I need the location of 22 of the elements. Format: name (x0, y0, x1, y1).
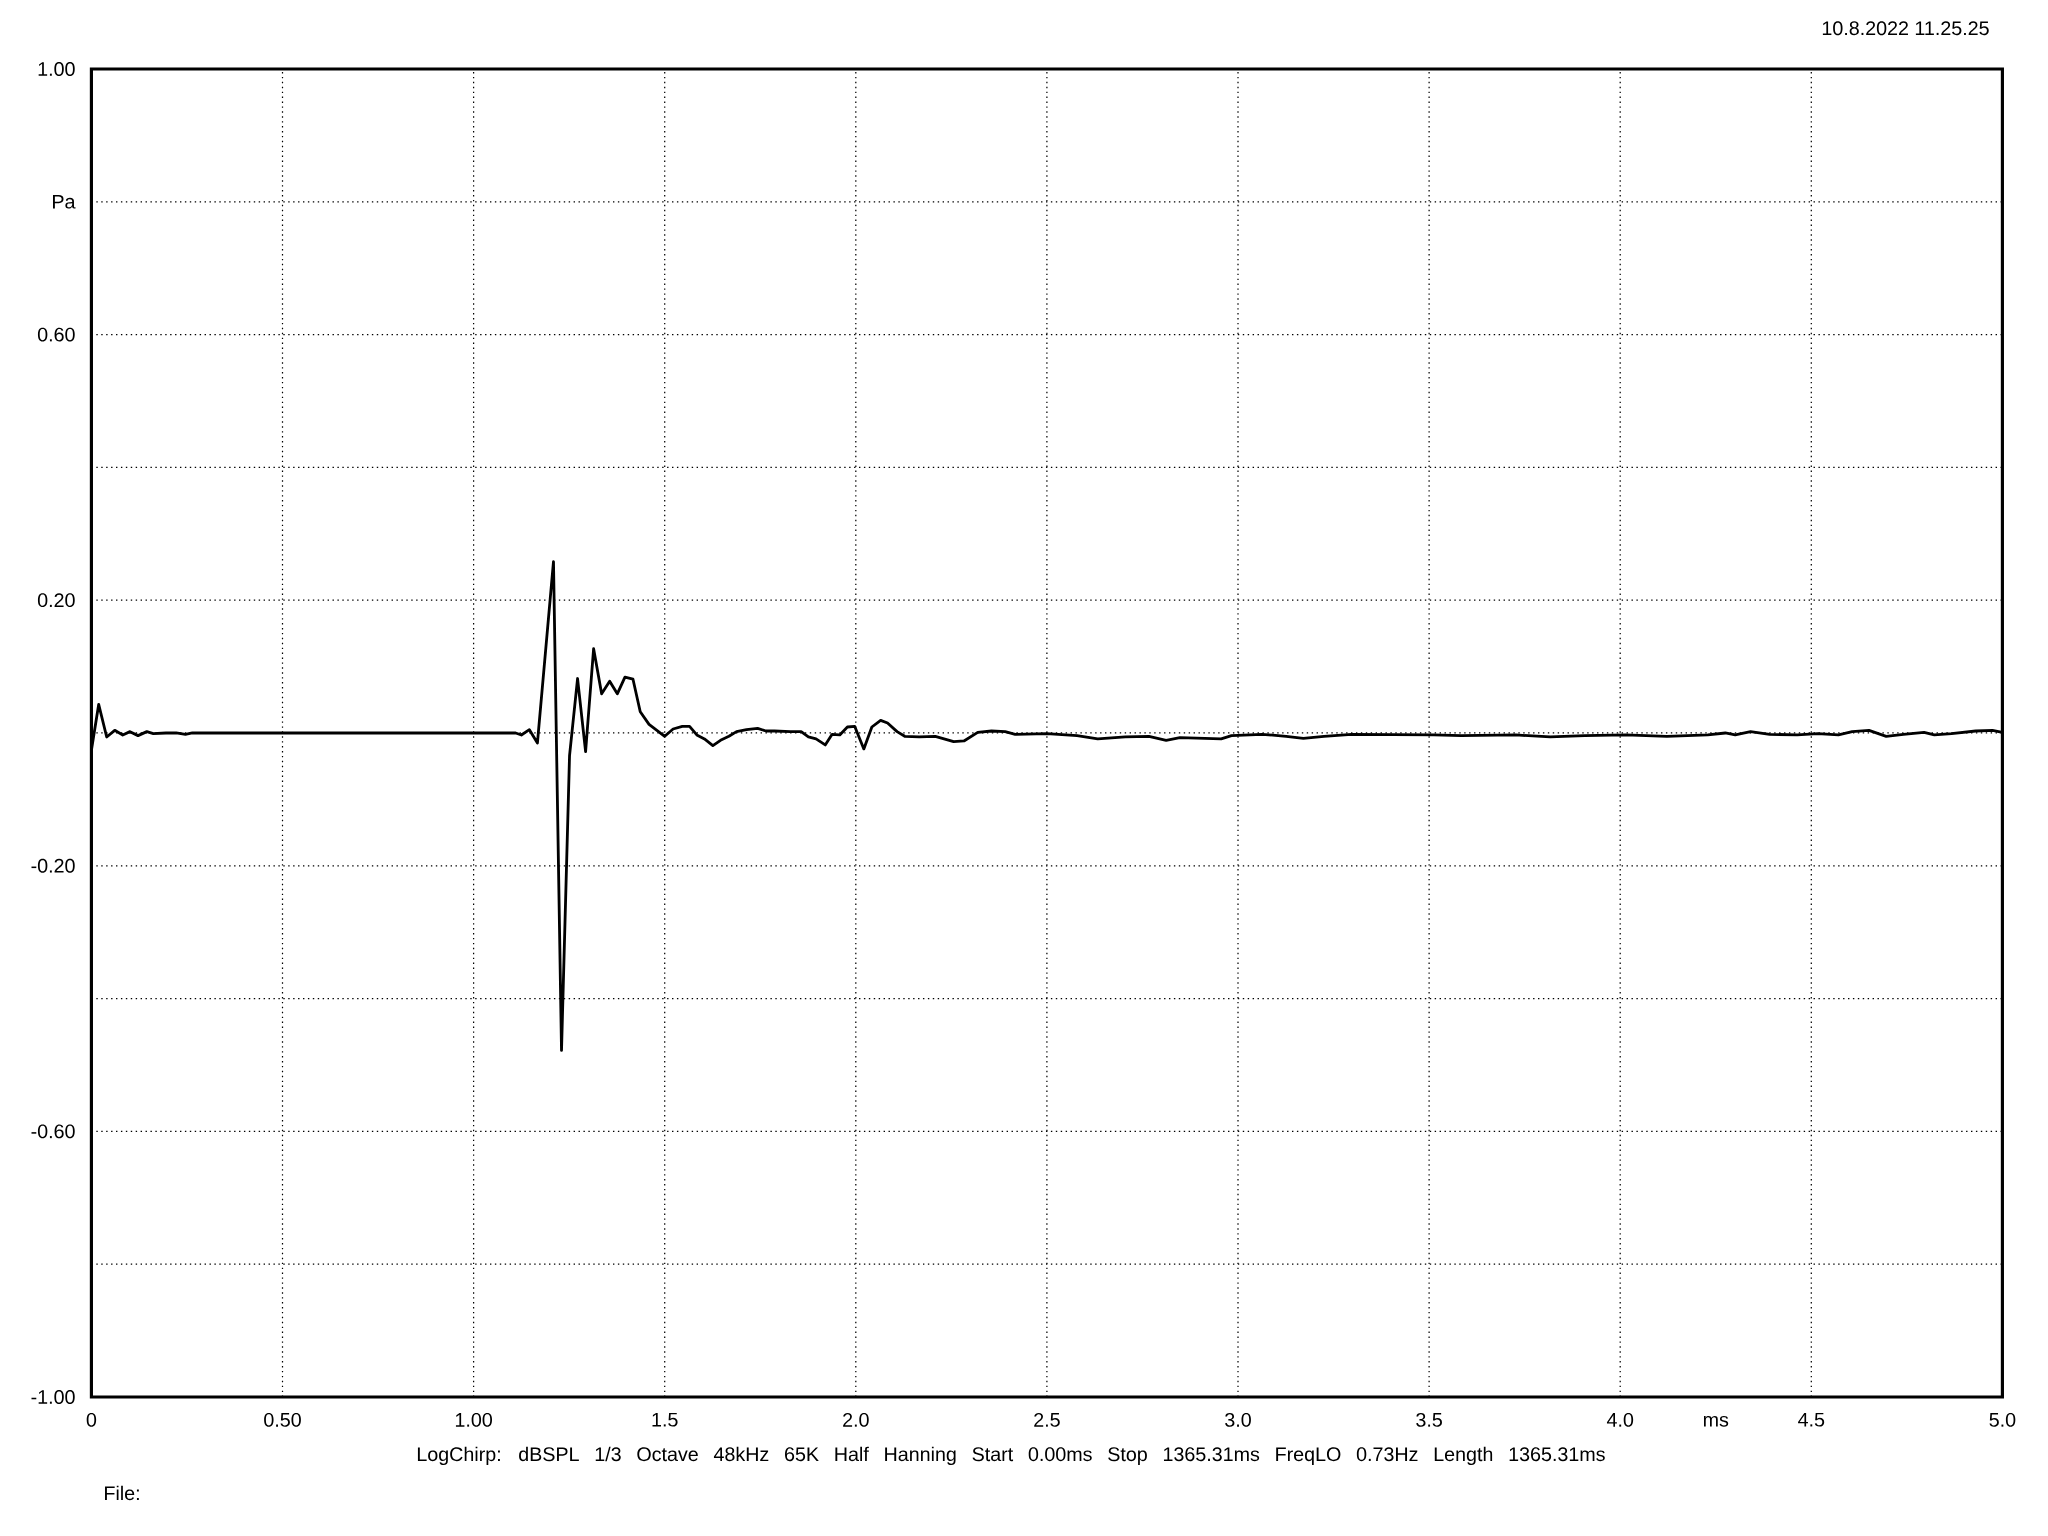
y-tick-label: 0.20 (37, 593, 75, 608)
x-tick-label: 2.5 (1034, 1412, 1060, 1427)
y-tick-label: -0.20 (31, 858, 75, 873)
x-tick-label: 1.00 (455, 1412, 493, 1427)
x-tick-label: 1.5 (652, 1412, 678, 1427)
x-tick-label: 0 (86, 1412, 97, 1427)
x-tick-label: 2.0 (843, 1412, 869, 1427)
x-tick-label: 3.0 (1225, 1412, 1251, 1427)
text: File: (105, 1485, 139, 1501)
y-tick-label: 1.00 (38, 62, 75, 76)
text: 10.8.2022 11.25.25 (1822, 21, 1989, 36)
y-tick-label: -1.00 (31, 1390, 75, 1404)
y-axis-title: Pa (53, 194, 76, 209)
x-tick-label: 5.0 (1989, 1412, 2016, 1427)
x-tick-label: 4.5 (1798, 1412, 1825, 1427)
x-tick-label: 4.0 (1606, 1412, 1634, 1427)
y-tick-label: 0.60 (37, 327, 75, 342)
text: LogChirp: dBSPL 1/3 Octave 48kHz 65K Half Hanning Start 0.00ms Stop 1365.31ms FreqLO 0.73Hz Length 1365.31ms (417, 1446, 1605, 1466)
x-axis-title: ms (1703, 1415, 1729, 1427)
x-tick-label: 0.50 (264, 1412, 301, 1427)
x-tick-label: 3.5 (1416, 1412, 1442, 1427)
y-tick-label: -0.60 (31, 1124, 75, 1139)
